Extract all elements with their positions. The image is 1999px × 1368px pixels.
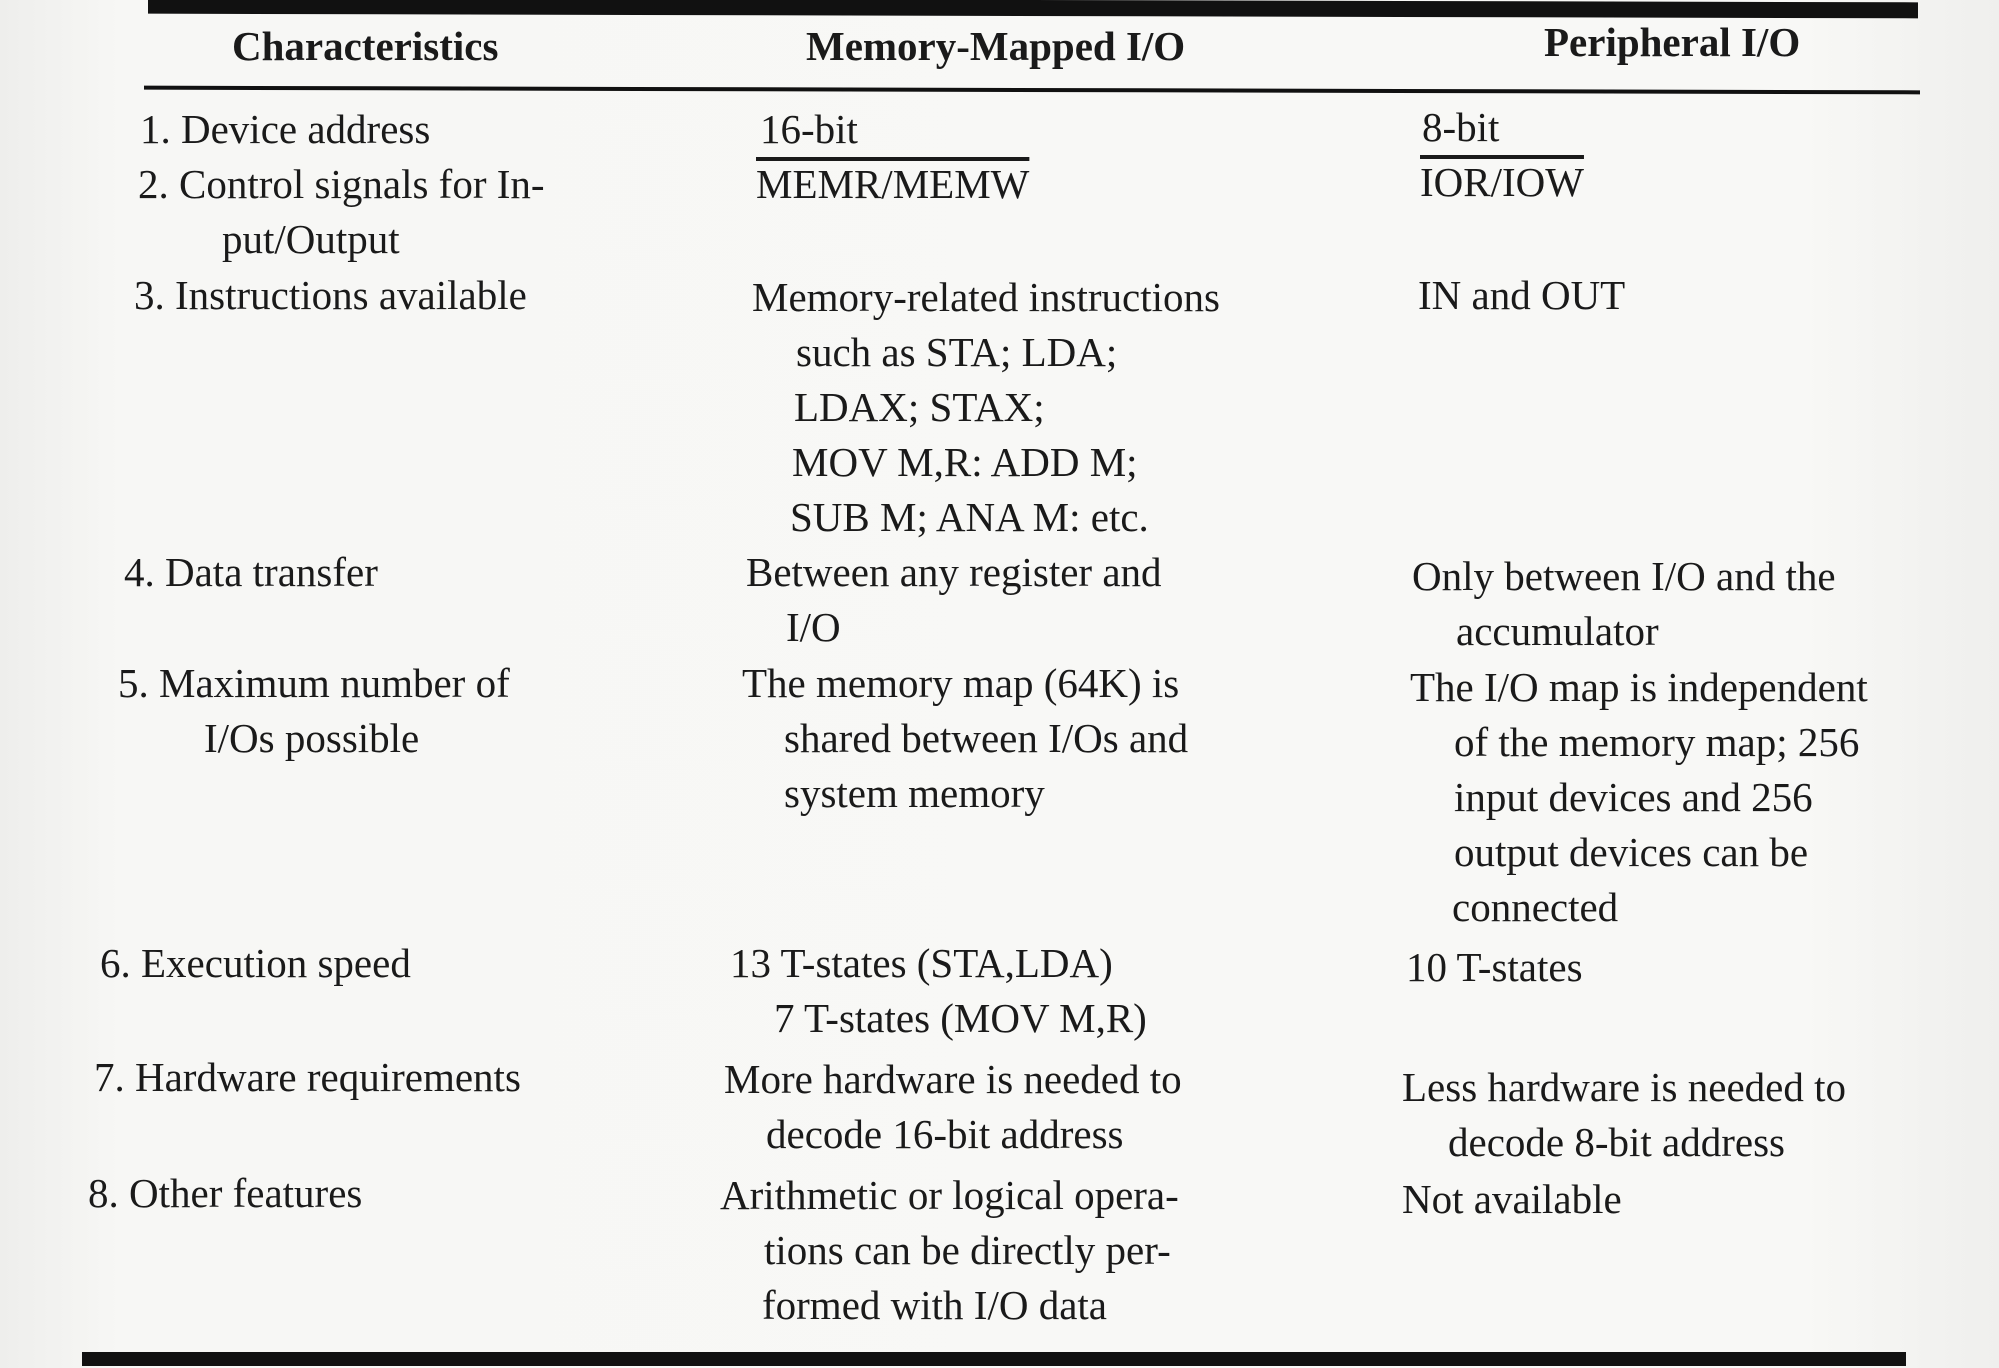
header-peripheral-io: Peripheral I/O xyxy=(1544,19,1801,65)
row-5-characteristic: 5. Maximum number of I/Os possible xyxy=(118,660,510,761)
row-6-characteristic: 6. Execution speed xyxy=(100,940,411,986)
row-7-memory-mapped: More hardware is needed to decode 16-bit… xyxy=(724,1056,1182,1157)
row-7-peripheral: Less hardware is needed to decode 8-bit … xyxy=(1402,1064,1846,1165)
row-1-characteristic: 1. Device address xyxy=(140,106,431,152)
row-4-peripheral: Only between I/O and the accumulator xyxy=(1412,553,1836,654)
table-header-rule xyxy=(144,85,1920,95)
row-1-peripheral: 8-bit xyxy=(1422,104,1500,150)
header-memory-mapped-io: Memory-Mapped I/O xyxy=(806,23,1186,69)
row-6-memory-mapped: 13 T-states (STA,LDA) 7 T-states (MOV M,… xyxy=(730,940,1147,1041)
row-5-peripheral: The I/O map is independent of the memory… xyxy=(1410,664,1868,930)
row-3-characteristic: 3. Instructions available xyxy=(134,272,527,318)
row-4-characteristic: 4. Data transfer xyxy=(124,549,378,595)
row-3-memory-mapped: Memory-related instructions such as STA;… xyxy=(752,274,1220,540)
row-8-characteristic: 8. Other features xyxy=(88,1170,363,1216)
row-5-memory-mapped: The memory map (64K) is shared between I… xyxy=(742,660,1189,816)
table-bottom-rule xyxy=(82,1352,1906,1366)
header-characteristics: Characteristics xyxy=(232,23,499,69)
row-2-memory-mapped: MEMR/MEMW xyxy=(756,161,1030,207)
table-top-rule xyxy=(148,0,1918,19)
row-6-peripheral: 10 T-states xyxy=(1406,944,1583,990)
row-3-peripheral: IN and OUT xyxy=(1418,272,1626,318)
row-1-memory-mapped: 16-bit xyxy=(760,106,858,152)
row-7-characteristic: 7. Hardware requirements xyxy=(94,1054,521,1100)
row-4-memory-mapped: Between any register and I/O xyxy=(746,549,1162,650)
row-8-memory-mapped: Arithmetic or logical opera- tions can b… xyxy=(720,1172,1179,1328)
row-2-peripheral: IOR/IOW xyxy=(1420,159,1584,205)
row-2-characteristic: 2. Control signals for In- put/Output xyxy=(138,161,545,262)
row-8-peripheral: Not available xyxy=(1402,1176,1622,1222)
